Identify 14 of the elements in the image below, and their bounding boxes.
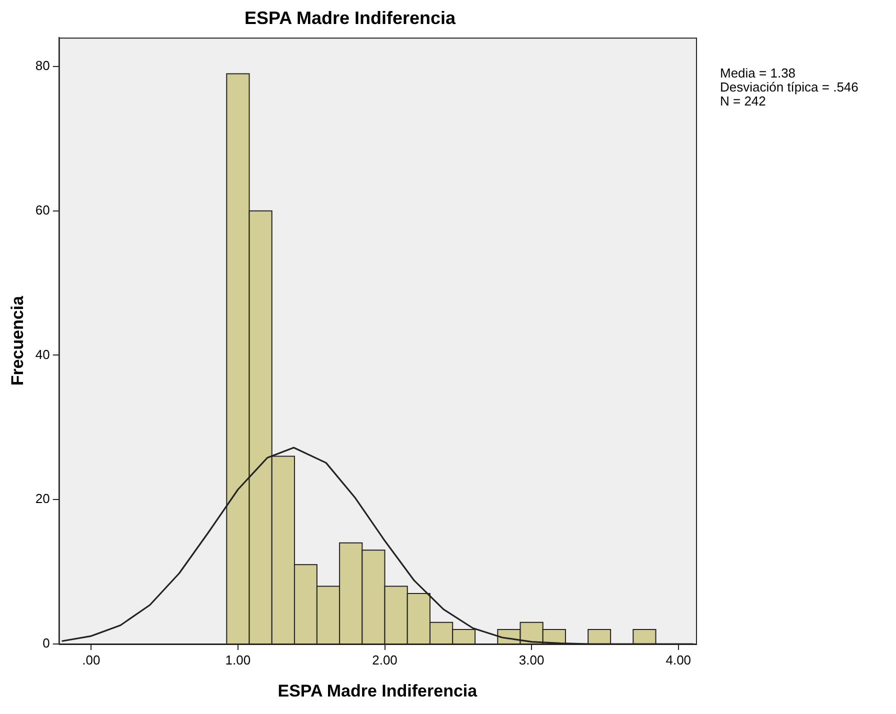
- chart-title: ESPA Madre Indiferencia: [244, 8, 457, 28]
- y-axis-title: Frecuencia: [8, 295, 27, 386]
- y-tick-label: 0: [42, 636, 50, 651]
- y-tick-label: 20: [35, 491, 50, 506]
- y-tick-label: 40: [35, 346, 50, 362]
- x-tick-label: 4.00: [666, 652, 692, 668]
- x-tick-label: 1.00: [225, 652, 251, 668]
- x-tick-label: 2.00: [372, 652, 398, 668]
- text: Media = 1.38 Desviación típica = .546 N = 242: [720, 66, 858, 109]
- x-axis-title: ESPA Madre Indiferencia: [278, 681, 478, 700]
- y-tick-label: 80: [35, 58, 50, 74]
- y-tick-label: 60: [35, 202, 50, 218]
- x-tick-label: 3.00: [518, 652, 544, 668]
- x-tick-label: .00: [82, 652, 100, 668]
